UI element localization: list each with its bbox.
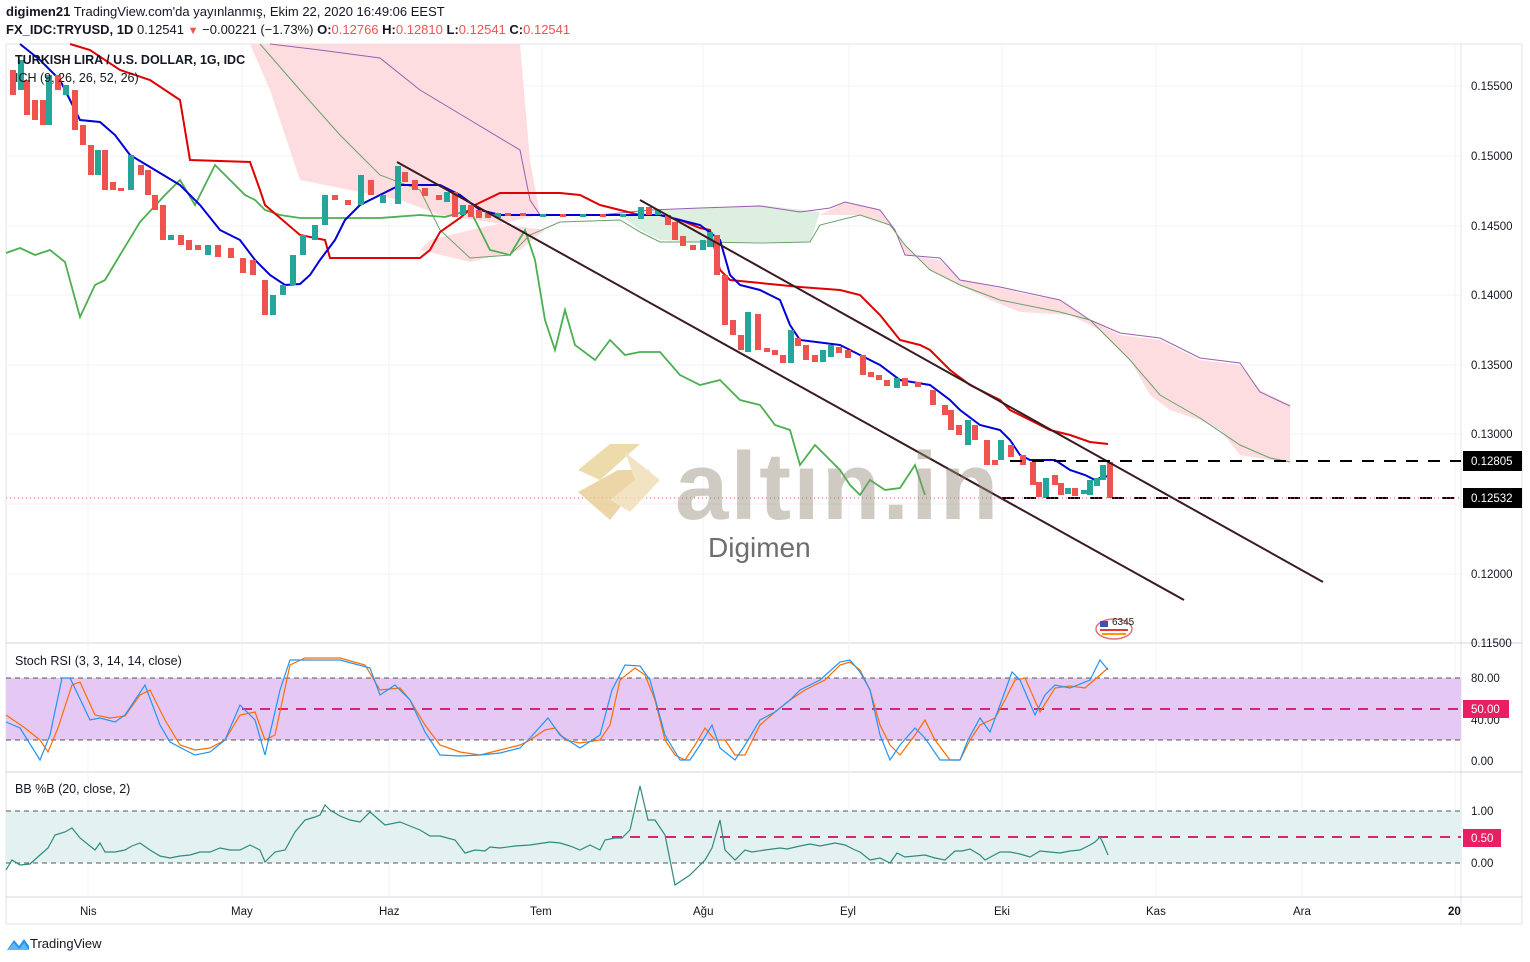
symbol-header: FX_IDC:TRYUSD, 1D 0.12541 ▼ −0.00221 (−1… [6, 22, 570, 37]
price-tick: 0.11500 [1471, 638, 1512, 650]
time-tick: Eki [994, 906, 1010, 918]
watermark-brand: altın.in [675, 433, 1001, 540]
price-tick: 0.15000 [1471, 151, 1513, 163]
price-tick: 0.12000 [1471, 569, 1513, 581]
chart-frame [5, 43, 1523, 925]
trendline-upper[interactable] [639, 199, 1324, 583]
price-tag-resistance [1463, 451, 1522, 471]
chikou-span-line [5, 163, 926, 497]
bb-mid-tag [1463, 829, 1501, 847]
badge-count: 6345 [1112, 617, 1135, 628]
low-value: 0.12541 [458, 22, 506, 37]
senkou-span-b-line [269, 43, 1291, 407]
price-tick: 0.13000 [1471, 429, 1513, 441]
bb-tick: 0.00 [1471, 858, 1493, 870]
close-value: 0.12541 [523, 22, 571, 37]
stoch-mid-tag-label: 50.00 [1471, 704, 1500, 716]
bb-legend[interactable]: BB %B (20, close, 2) [15, 782, 131, 796]
kijun-sen-line [69, 43, 1109, 445]
watermark-author: Digimen [708, 532, 811, 563]
low-label: L: [446, 22, 459, 37]
stoch-tick: 80.00 [1471, 673, 1500, 685]
time-tick: Ara [1293, 906, 1312, 918]
publish-header: digimen21 TradingView.com'da yayınlanmış… [6, 4, 445, 19]
tradingview-brand[interactable]: TradingView [30, 936, 102, 951]
price-tick: 0.13500 [1471, 360, 1513, 372]
price-tick: 0.14000 [1471, 290, 1513, 302]
stoch-k-line [5, 658, 1109, 762]
time-tick: Haz [379, 906, 400, 918]
senkou-span-a-line [259, 43, 1291, 463]
bb-mid-tag-label: 0.50 [1471, 833, 1493, 845]
ichimoku-cloud-bullish [620, 205, 820, 242]
time-axis[interactable]: Nis May Haz Tem Ağu Eyl Eki Kas Ara 20 [80, 906, 1461, 918]
tradingview-logo-icon[interactable] [6, 936, 30, 952]
open-value: 0.12766 [331, 22, 379, 37]
ichimoku-cloud-bearish [820, 202, 1290, 462]
last-price: 0.12541 [137, 22, 184, 37]
price-tag-support [1463, 488, 1522, 508]
price-change: −0.00221 (−1.73%) [202, 22, 314, 37]
flag-badge-icon[interactable] [1095, 618, 1133, 640]
time-tick: Ağu [693, 906, 713, 918]
price-axis[interactable]: 0.15500 0.15000 0.14500 0.14000 0.13500 … [1471, 81, 1513, 650]
high-value: 0.12810 [395, 22, 443, 37]
bb-tick: 1.00 [1471, 806, 1493, 818]
stoch-d-line [5, 657, 1109, 761]
symbol-name: FX_IDC:TRYUSD, 1D [6, 22, 134, 37]
publish-info: TradingView.com'da yayınlanmış, Ekim 22,… [73, 4, 445, 19]
ichimoku-legend[interactable]: ICH (9, 26, 26, 52, 26) [15, 71, 139, 85]
time-tick: Eyl [840, 906, 856, 918]
down-arrow-icon: ▼ [187, 25, 199, 37]
time-tick: May [231, 906, 253, 918]
tenkan-sen-line [19, 43, 1109, 482]
trendline-lower[interactable] [396, 161, 1185, 601]
price-tag-label: 0.12532 [1471, 493, 1513, 505]
time-tick: 20 [1448, 906, 1461, 918]
time-tick: Kas [1146, 906, 1166, 918]
high-label: H: [382, 22, 396, 37]
main-pane-title[interactable]: TURKISH LIRA / U.S. DOLLAR, 1G, IDC [15, 53, 246, 67]
author-name[interactable]: digimen21 [6, 4, 71, 19]
open-label: O: [317, 22, 332, 37]
stoch-rsi-legend[interactable]: Stoch RSI (3, 3, 14, 14, close) [15, 654, 182, 668]
price-tag-label: 0.12805 [1471, 456, 1513, 468]
time-tick: Tem [530, 906, 552, 918]
price-tick: 0.14500 [1471, 221, 1513, 233]
close-label: C: [509, 22, 524, 37]
time-tick: Nis [80, 906, 97, 918]
price-tick: 0.15500 [1471, 81, 1513, 93]
bb-band [6, 811, 1461, 863]
altin-logo-icon [578, 444, 660, 520]
stoch-mid-tag [1463, 700, 1509, 718]
bb-percent-b-line [5, 785, 1109, 886]
stoch-tick: 0.00 [1471, 756, 1493, 768]
gridlines [6, 44, 1461, 897]
